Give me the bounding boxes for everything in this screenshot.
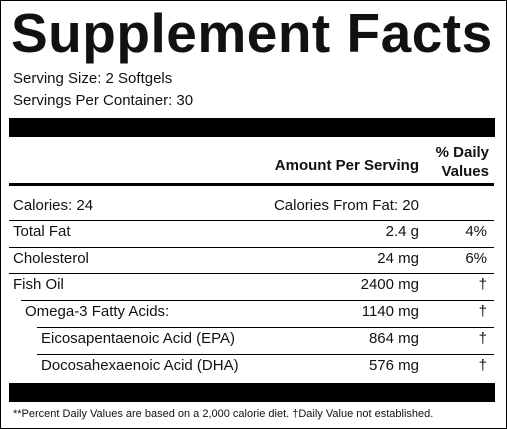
- row-rule: [9, 273, 494, 275]
- calories: Calories: 24: [13, 197, 94, 214]
- black-bar: [9, 118, 495, 137]
- row-rule: [9, 246, 494, 248]
- row-name: Omega-3 Fatty Acids:: [25, 303, 170, 321]
- row-dv: †: [478, 329, 487, 347]
- row-rule: [37, 326, 494, 328]
- amount-header: Amount Per Serving: [274, 157, 419, 174]
- title: Supplement Facts: [11, 2, 493, 64]
- row-amount: 576 mg: [368, 356, 419, 374]
- calories-from-fat: Calories From Fat: 20: [273, 197, 419, 214]
- row-name: Cholesterol: [13, 249, 89, 267]
- row-dv: †: [478, 356, 487, 374]
- row-amount: 2400 mg: [360, 276, 419, 294]
- footnote: **Percent Daily Values are based on a 2,…: [13, 408, 434, 420]
- row-amount: 864 mg: [368, 329, 419, 347]
- serving-size: Serving Size: 2 Softgels: [13, 70, 173, 87]
- dv-header: % Daily Values: [435, 144, 489, 180]
- row-dv: 6%: [465, 249, 487, 267]
- thick-rule: [9, 183, 494, 186]
- row-name: Docosahexaenoic Acid (DHA): [41, 356, 239, 374]
- row-dv: 4%: [465, 223, 487, 240]
- row-amount: 24 mg: [377, 249, 419, 267]
- row-name: Eicosapentaenoic Acid (EPA): [41, 329, 235, 347]
- row-rule: [21, 300, 494, 302]
- row-amount: 2.4 g: [385, 223, 419, 240]
- row-name: Total Fat: [13, 223, 71, 240]
- servings-per-container: Servings Per Container: 30: [13, 92, 194, 109]
- row-dv: †: [478, 276, 487, 294]
- row-dv: †: [478, 303, 487, 321]
- row-name: Fish Oil: [13, 276, 64, 294]
- row-rule: [9, 220, 494, 221]
- row-amount: 1140 mg: [361, 303, 419, 321]
- black-bar: [9, 383, 495, 402]
- row-rule: [37, 353, 494, 355]
